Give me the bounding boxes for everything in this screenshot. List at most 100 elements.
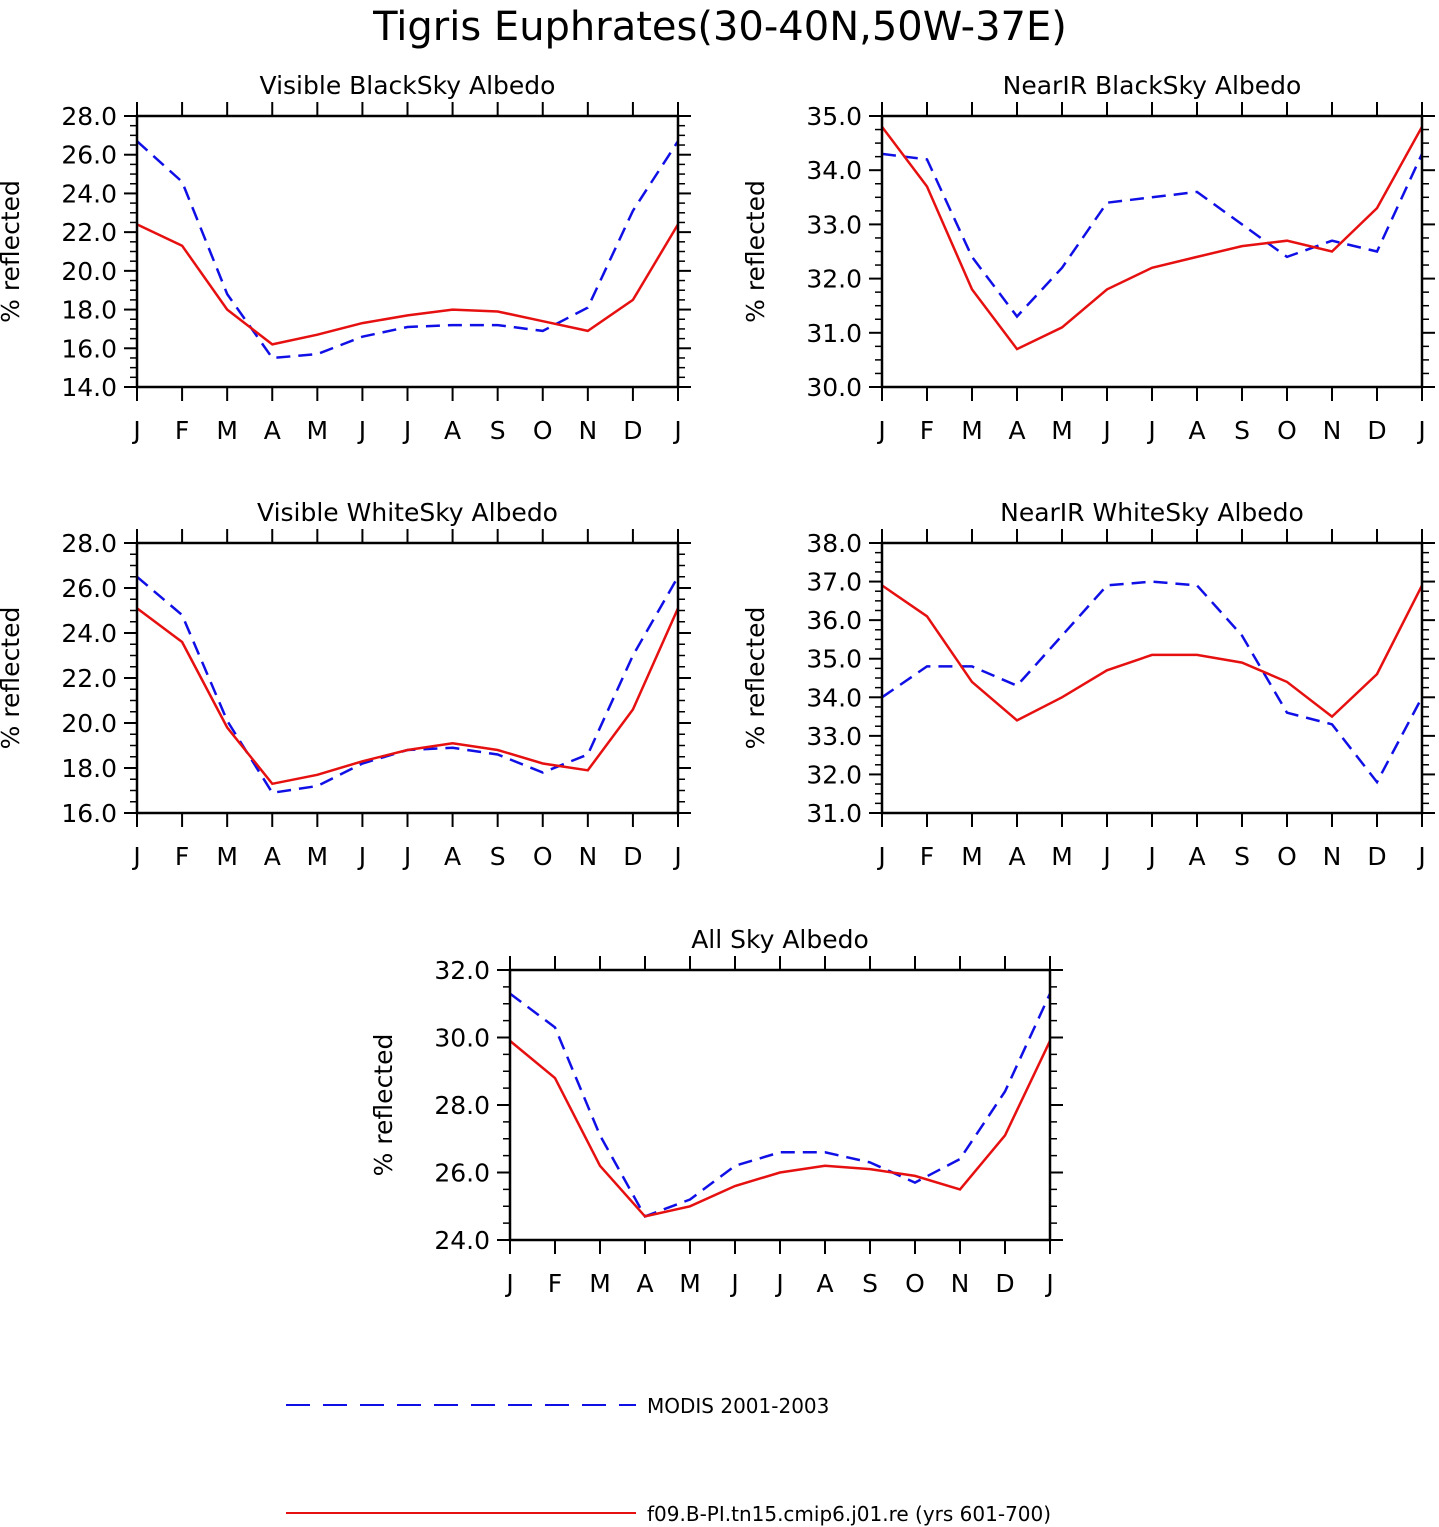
x-tick-label: J	[131, 842, 140, 871]
x-tick-label: D	[623, 842, 642, 871]
x-tick-label: D	[1367, 416, 1386, 445]
x-tick-label: M	[961, 842, 983, 871]
x-tick-label: J	[402, 842, 411, 871]
y-tick-label: 35.0	[806, 102, 862, 131]
panel-title: Visible BlackSky Albedo	[260, 71, 556, 100]
x-tick-label: M	[216, 842, 238, 871]
y-tick-label: 34.0	[806, 156, 862, 185]
plot-frame	[135, 541, 680, 815]
y-tick-label: 28.0	[61, 529, 117, 558]
y-tick-label: 38.0	[806, 529, 862, 558]
x-tick-label: A	[1008, 416, 1025, 445]
y-tick-label: 28.0	[434, 1091, 490, 1120]
y-tick-label: 34.0	[806, 683, 862, 712]
series-line-modis	[136, 575, 680, 795]
x-tick-label: N	[1323, 416, 1342, 445]
x-tick-label: S	[490, 416, 506, 445]
x-tick-label: F	[175, 416, 189, 445]
legend-label-model: f09.B-PI.tn15.cmip6.j01.re (yrs 601-700)	[647, 1502, 1051, 1526]
panel-title: Visible WhiteSky Albedo	[257, 498, 558, 527]
x-tick-label: A	[816, 1269, 833, 1298]
y-axis-label: % reflected	[741, 607, 770, 750]
x-tick-label: F	[548, 1269, 562, 1298]
y-tick-label: 26.0	[434, 1159, 490, 1188]
legend: MODIS 2001-2003 f09.B-PI.tn15.cmip6.j01.…	[286, 1394, 1051, 1526]
series-line-model	[881, 584, 1424, 722]
plot-frame	[880, 114, 1424, 389]
chart-panel-5: All Sky Albedo % reflected 24.0 26.0 28.0 30.…	[369, 925, 1063, 1298]
x-tick-label: J	[1146, 416, 1155, 445]
x-tick-label: J	[1416, 842, 1425, 871]
x-tick-label: J	[1101, 842, 1110, 871]
y-tick-label: 16.0	[61, 334, 117, 363]
x-tick-label: A	[264, 416, 281, 445]
y-tick-label: 24.0	[61, 179, 117, 208]
y-tick-label: 24.0	[434, 1226, 490, 1255]
x-tick-label: J	[357, 842, 366, 871]
chart-panel-4: NearIR WhiteSky Albedo % reflected 31.0 32.…	[741, 498, 1435, 871]
series-line-modis	[136, 140, 680, 360]
x-tick-label: N	[578, 842, 597, 871]
x-tick-label: O	[1277, 416, 1297, 445]
x-tick-label: D	[995, 1269, 1014, 1298]
x-tick-label: A	[636, 1269, 653, 1298]
series-line-modis	[509, 992, 1052, 1218]
legend-label-modis: MODIS 2001-2003	[647, 1394, 829, 1418]
x-tick-label: M	[1051, 416, 1073, 445]
chart-panel-2: NearIR BlackSky Albedo % reflected 30.0 31.…	[741, 71, 1435, 445]
x-tick-label: J	[729, 1269, 738, 1298]
panel-title: All Sky Albedo	[691, 925, 869, 954]
y-tick-label: 14.0	[61, 373, 117, 402]
y-tick-label: 20.0	[61, 257, 117, 286]
x-tick-label: M	[216, 416, 238, 445]
x-tick-label: S	[490, 842, 506, 871]
x-tick-label: A	[264, 842, 281, 871]
y-tick-label: 18.0	[61, 754, 117, 783]
y-axis-label: % reflected	[0, 607, 25, 750]
series-line-model	[509, 1039, 1052, 1218]
x-tick-label: M	[307, 416, 329, 445]
x-tick-label: A	[444, 416, 461, 445]
y-tick-label: 32.0	[434, 956, 490, 985]
x-tick-label: J	[672, 842, 681, 871]
x-tick-label: F	[920, 416, 934, 445]
x-tick-label: A	[1008, 842, 1025, 871]
y-tick-label: 22.0	[61, 664, 117, 693]
x-tick-label: M	[307, 842, 329, 871]
plot-frame	[135, 114, 680, 389]
x-tick-label: N	[1323, 842, 1342, 871]
series-line-model	[136, 607, 680, 786]
x-tick-label: A	[1188, 842, 1205, 871]
y-tick-label: 31.0	[806, 799, 862, 828]
x-tick-label: O	[533, 842, 553, 871]
x-tick-label: J	[876, 842, 885, 871]
series-line-modis	[881, 580, 1424, 785]
x-tick-label: A	[444, 842, 461, 871]
plot-frame	[508, 968, 1052, 1242]
y-tick-label: 26.0	[61, 141, 117, 170]
x-tick-label: J	[672, 416, 681, 445]
x-tick-label: O	[905, 1269, 925, 1298]
y-tick-label: 22.0	[61, 218, 117, 247]
panel-title: NearIR WhiteSky Albedo	[1000, 498, 1304, 527]
y-tick-label: 20.0	[61, 709, 117, 738]
x-tick-label: M	[961, 416, 983, 445]
x-tick-label: A	[1188, 416, 1205, 445]
y-tick-label: 24.0	[61, 619, 117, 648]
x-tick-label: J	[1146, 842, 1155, 871]
plot-frame	[880, 541, 1424, 815]
y-tick-label: 31.0	[806, 319, 862, 348]
chart-panel-3: Visible WhiteSky Albedo % reflected 16.0 18…	[0, 498, 691, 871]
x-tick-label: S	[862, 1269, 878, 1298]
y-tick-label: 32.0	[806, 265, 862, 294]
y-axis-label: % reflected	[741, 180, 770, 323]
x-tick-label: F	[920, 842, 934, 871]
y-tick-label: 28.0	[61, 102, 117, 131]
x-tick-label: M	[1051, 842, 1073, 871]
x-tick-label: F	[175, 842, 189, 871]
chart-panel-1: Visible BlackSky Albedo % reflected 14.0 16…	[0, 71, 691, 445]
x-tick-label: J	[774, 1269, 783, 1298]
series-line-model	[881, 126, 1424, 351]
series-line-modis	[881, 152, 1424, 319]
